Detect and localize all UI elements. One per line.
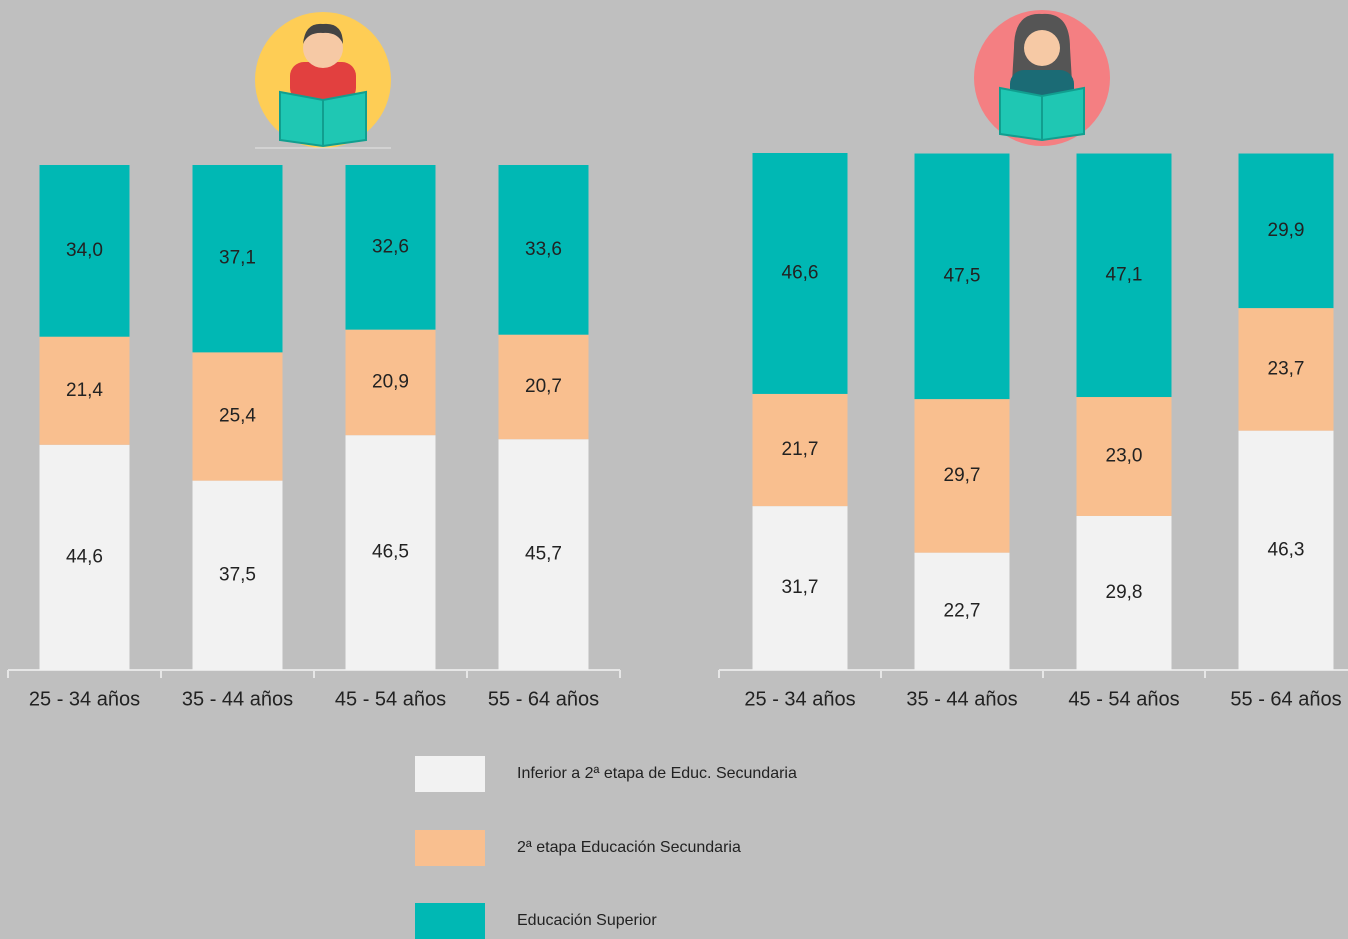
x-tick-label: 35 - 44 años <box>906 688 1017 710</box>
x-tick-label: 55 - 64 años <box>488 688 599 710</box>
man-icon <box>255 12 391 149</box>
data-label: 31,7 <box>782 577 819 598</box>
data-label: 45,7 <box>525 544 562 565</box>
bar-segment <box>345 165 436 330</box>
bar-segment <box>192 165 283 353</box>
legend-label: Educación Superior <box>517 912 657 929</box>
bar-segment <box>192 352 283 481</box>
bar-segment <box>498 165 589 335</box>
bar-segment <box>1076 153 1172 398</box>
bar-segment <box>752 153 848 394</box>
x-tick-label: 25 - 34 años <box>744 688 855 710</box>
data-label: 21,7 <box>782 439 819 460</box>
data-label: 21,4 <box>66 380 103 401</box>
data-label: 25,4 <box>219 406 256 427</box>
data-label: 46,5 <box>372 542 409 563</box>
data-label: 20,7 <box>525 376 562 397</box>
bar-segment <box>345 435 436 670</box>
data-label: 44,6 <box>66 546 103 567</box>
data-label: 23,0 <box>1106 445 1143 466</box>
bar-segment <box>39 165 130 337</box>
data-label: 32,6 <box>372 236 409 257</box>
legend-swatch <box>415 756 485 792</box>
legend-label: Inferior a 2ª etapa de Educ. Secundaria <box>517 765 797 782</box>
legend-swatch <box>415 903 485 939</box>
bar-segment <box>498 439 589 670</box>
data-label: 29,7 <box>944 465 981 486</box>
bar-segment <box>1076 397 1172 516</box>
data-label: 29,9 <box>1268 220 1305 241</box>
bar-segment <box>914 552 1010 670</box>
data-label: 23,7 <box>1268 358 1305 379</box>
x-tick-label: 45 - 54 años <box>335 688 446 710</box>
bar-segment <box>1238 430 1334 670</box>
data-label: 22,7 <box>944 600 981 621</box>
bar-segment <box>914 153 1010 400</box>
bar-segment <box>192 480 283 670</box>
data-label: 20,9 <box>372 371 409 392</box>
bar-segment <box>1238 308 1334 431</box>
x-tick-label: 35 - 44 años <box>182 688 293 710</box>
bar-segment <box>39 444 130 670</box>
x-tick-label: 55 - 64 años <box>1230 688 1341 710</box>
bar-segment <box>39 336 130 445</box>
data-label: 34,0 <box>66 240 103 261</box>
bar-segment <box>498 334 589 440</box>
bar-segment <box>1076 515 1172 670</box>
data-label: 29,8 <box>1106 582 1143 603</box>
woman-icon <box>974 10 1110 146</box>
bar-segment <box>1238 153 1334 309</box>
bar-segment <box>345 329 436 436</box>
x-tick-label: 45 - 54 años <box>1068 688 1179 710</box>
data-label: 37,1 <box>219 248 256 269</box>
bar-segment <box>752 393 848 507</box>
data-label: 47,5 <box>944 265 981 286</box>
legend-swatch <box>415 830 485 866</box>
data-label: 47,1 <box>1106 264 1143 285</box>
bar-segment <box>752 506 848 670</box>
data-label: 37,5 <box>219 564 256 585</box>
data-label: 46,6 <box>782 262 819 283</box>
legend-label: 2ª etapa Educación Secundaria <box>517 839 741 856</box>
bar-segment <box>914 399 1010 553</box>
data-label: 46,3 <box>1268 539 1305 560</box>
x-tick-label: 25 - 34 años <box>29 688 140 710</box>
data-label: 33,6 <box>525 239 562 260</box>
